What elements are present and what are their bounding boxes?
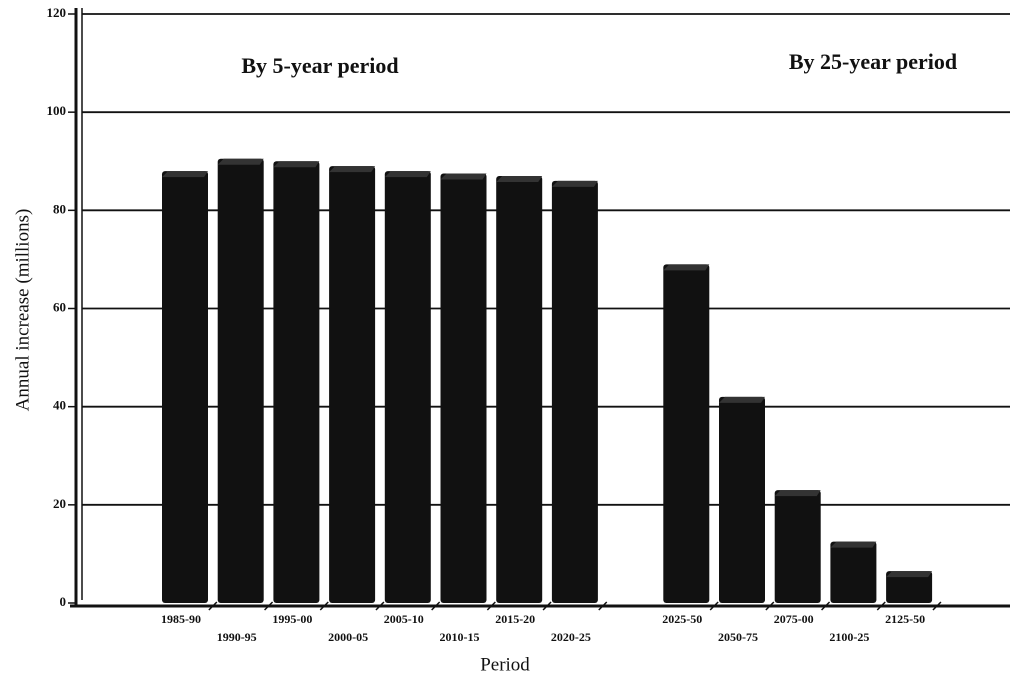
x-tick-label: 2075-00	[774, 612, 814, 626]
bar	[217, 158, 264, 603]
x-tick-label: 2010-15	[440, 630, 480, 644]
x-tick-label: 1995-00	[272, 612, 312, 626]
bar-top	[719, 396, 765, 403]
bar	[162, 171, 208, 604]
y-tick-label: 40	[53, 398, 66, 413]
y-tick-label: 80	[53, 201, 66, 216]
x-tick-label: 2020-25	[551, 630, 591, 644]
x-tick-label: 2100-25	[829, 630, 869, 644]
x-tick-label: 1985-90	[161, 612, 201, 626]
bar-top	[830, 541, 877, 548]
x-tick-label: 2015-20	[495, 612, 535, 626]
bar	[273, 161, 320, 603]
x-tick	[709, 601, 719, 611]
x-tick	[431, 601, 441, 611]
bar	[440, 173, 487, 604]
y-axis-label: Annual increase (millions)	[12, 209, 33, 412]
x-tick	[821, 601, 831, 611]
bar-top	[886, 571, 933, 578]
x-tick	[264, 601, 274, 611]
bar-top	[162, 171, 208, 178]
bar-top	[551, 180, 598, 187]
bar	[384, 171, 431, 604]
annotation: By 5-year period	[241, 53, 398, 78]
x-tick-label: 1990-95	[217, 630, 257, 644]
y-tick-label: 60	[53, 299, 66, 314]
x-tick	[542, 601, 552, 611]
x-tick	[598, 601, 608, 611]
bar-top	[663, 264, 710, 271]
x-axis-label: Period	[480, 654, 530, 675]
y-tick-label: 120	[47, 5, 67, 20]
x-tick	[486, 601, 496, 611]
x-tick	[375, 601, 385, 611]
bar-top	[496, 175, 543, 182]
bar-top	[329, 166, 376, 173]
x-tick	[932, 601, 942, 611]
bar	[830, 541, 877, 603]
y-tick-label: 100	[47, 103, 67, 118]
bar-top	[273, 161, 320, 168]
x-tick	[765, 601, 775, 611]
annotation: By 25-year period	[789, 49, 957, 74]
x-tick	[208, 601, 218, 611]
x-tick	[319, 601, 329, 611]
y-tick-label: 0	[60, 594, 67, 609]
x-tick-label: 2025-50	[662, 612, 702, 626]
x-tick-label: 2050-75	[718, 630, 758, 644]
bar	[329, 166, 376, 604]
x-tick-label: 2000-05	[328, 630, 368, 644]
bar	[496, 175, 543, 603]
x-tick-label: 2125-50	[885, 612, 925, 626]
bar-top	[217, 158, 264, 165]
bar-top	[440, 173, 487, 180]
bar	[663, 264, 710, 603]
bar-top	[774, 490, 821, 497]
bar-top	[384, 171, 431, 178]
bar	[719, 396, 765, 603]
bar	[886, 571, 933, 603]
bar	[774, 490, 821, 603]
bar	[551, 180, 598, 603]
x-tick-label: 2005-10	[384, 612, 424, 626]
x-tick	[876, 601, 886, 611]
y-tick-label: 20	[53, 496, 66, 511]
